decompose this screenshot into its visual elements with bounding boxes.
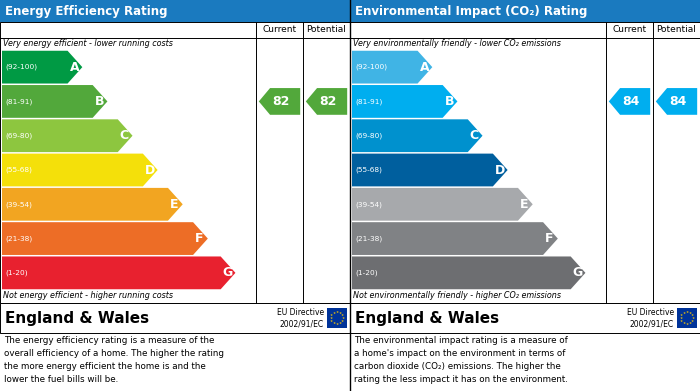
- Text: Not environmentally friendly - higher CO₂ emissions: Not environmentally friendly - higher CO…: [353, 292, 561, 301]
- Bar: [350, 303, 700, 333]
- Polygon shape: [2, 119, 132, 152]
- Text: F: F: [195, 232, 204, 245]
- Polygon shape: [2, 51, 83, 84]
- Text: Very environmentally friendly - lower CO₂ emissions: Very environmentally friendly - lower CO…: [353, 39, 561, 48]
- Polygon shape: [259, 88, 300, 115]
- Text: (39-54): (39-54): [5, 201, 32, 208]
- Bar: [327, 308, 347, 328]
- Text: C: C: [120, 129, 129, 142]
- Text: Potential: Potential: [657, 25, 696, 34]
- Polygon shape: [352, 188, 533, 221]
- Text: ★: ★: [680, 316, 682, 320]
- Text: ★: ★: [680, 319, 683, 323]
- Text: ★: ★: [332, 321, 335, 325]
- Text: EU Directive
2002/91/EC: EU Directive 2002/91/EC: [277, 308, 324, 328]
- Text: (55-68): (55-68): [355, 167, 382, 173]
- Text: Environmental Impact (CO₂) Rating: Environmental Impact (CO₂) Rating: [355, 5, 587, 18]
- Text: ★: ★: [682, 321, 685, 325]
- Text: ★: ★: [685, 322, 689, 326]
- Text: G: G: [223, 266, 233, 279]
- Text: C: C: [470, 129, 479, 142]
- Text: (1-20): (1-20): [5, 270, 27, 276]
- Bar: [350, 22, 700, 303]
- Text: A: A: [419, 61, 429, 74]
- Text: ★: ★: [691, 313, 694, 317]
- Bar: [0, 0, 350, 22]
- Text: ★: ★: [691, 319, 694, 323]
- Text: Potential: Potential: [307, 25, 346, 34]
- Polygon shape: [352, 222, 558, 255]
- Text: ★: ★: [341, 313, 344, 317]
- Text: ★: ★: [685, 310, 689, 314]
- Text: EU Directive
2002/91/EC: EU Directive 2002/91/EC: [627, 308, 674, 328]
- Polygon shape: [2, 256, 235, 289]
- Text: ★: ★: [341, 319, 344, 323]
- Text: ★: ★: [332, 311, 335, 315]
- Text: The environmental impact rating is a measure of
a home's impact on the environme: The environmental impact rating is a mea…: [354, 336, 568, 384]
- Text: ★: ★: [680, 313, 683, 317]
- Text: E: E: [170, 198, 178, 211]
- Text: England & Wales: England & Wales: [5, 310, 149, 325]
- Bar: [0, 22, 350, 303]
- Text: 82: 82: [272, 95, 290, 108]
- Text: ★: ★: [335, 322, 339, 326]
- Text: ★: ★: [338, 311, 342, 315]
- Text: Very energy efficient - lower running costs: Very energy efficient - lower running co…: [3, 39, 173, 48]
- Polygon shape: [656, 88, 697, 115]
- Text: 82: 82: [319, 95, 337, 108]
- Text: ★: ★: [338, 321, 342, 325]
- Text: ★: ★: [335, 310, 339, 314]
- Text: (81-91): (81-91): [5, 98, 32, 105]
- Text: B: B: [444, 95, 454, 108]
- Polygon shape: [352, 51, 433, 84]
- Text: (92-100): (92-100): [355, 64, 387, 70]
- Text: ★: ★: [330, 316, 332, 320]
- Bar: [0, 303, 350, 333]
- Text: (55-68): (55-68): [5, 167, 32, 173]
- Text: ★: ★: [688, 321, 692, 325]
- Text: D: D: [495, 163, 505, 176]
- Text: Not energy efficient - higher running costs: Not energy efficient - higher running co…: [3, 292, 173, 301]
- Text: (21-38): (21-38): [5, 235, 32, 242]
- Text: (69-80): (69-80): [355, 133, 382, 139]
- Polygon shape: [352, 154, 508, 187]
- Polygon shape: [2, 222, 208, 255]
- Text: (39-54): (39-54): [355, 201, 382, 208]
- Text: Current: Current: [612, 25, 647, 34]
- Polygon shape: [352, 85, 457, 118]
- Text: ★: ★: [330, 313, 333, 317]
- Bar: [350, 0, 700, 22]
- Text: ★: ★: [330, 319, 333, 323]
- Text: ★: ★: [692, 316, 694, 320]
- Text: G: G: [573, 266, 583, 279]
- Polygon shape: [306, 88, 347, 115]
- Bar: [677, 308, 697, 328]
- Text: E: E: [520, 198, 528, 211]
- Text: (1-20): (1-20): [355, 270, 377, 276]
- Text: 84: 84: [669, 95, 687, 108]
- Text: Energy Efficiency Rating: Energy Efficiency Rating: [5, 5, 167, 18]
- Polygon shape: [352, 256, 585, 289]
- Text: (81-91): (81-91): [355, 98, 382, 105]
- Text: The energy efficiency rating is a measure of the
overall efficiency of a home. T: The energy efficiency rating is a measur…: [4, 336, 224, 384]
- Polygon shape: [609, 88, 650, 115]
- Text: B: B: [94, 95, 104, 108]
- Text: A: A: [69, 61, 79, 74]
- Text: Current: Current: [262, 25, 297, 34]
- Polygon shape: [2, 85, 107, 118]
- Text: ★: ★: [688, 311, 692, 315]
- Text: 84: 84: [622, 95, 640, 108]
- Text: (21-38): (21-38): [355, 235, 382, 242]
- Text: ★: ★: [342, 316, 344, 320]
- Text: England & Wales: England & Wales: [355, 310, 499, 325]
- Text: F: F: [545, 232, 554, 245]
- Polygon shape: [352, 119, 482, 152]
- Text: (92-100): (92-100): [5, 64, 37, 70]
- Text: (69-80): (69-80): [5, 133, 32, 139]
- Polygon shape: [2, 188, 183, 221]
- Polygon shape: [2, 154, 158, 187]
- Text: D: D: [145, 163, 155, 176]
- Text: ★: ★: [682, 311, 685, 315]
